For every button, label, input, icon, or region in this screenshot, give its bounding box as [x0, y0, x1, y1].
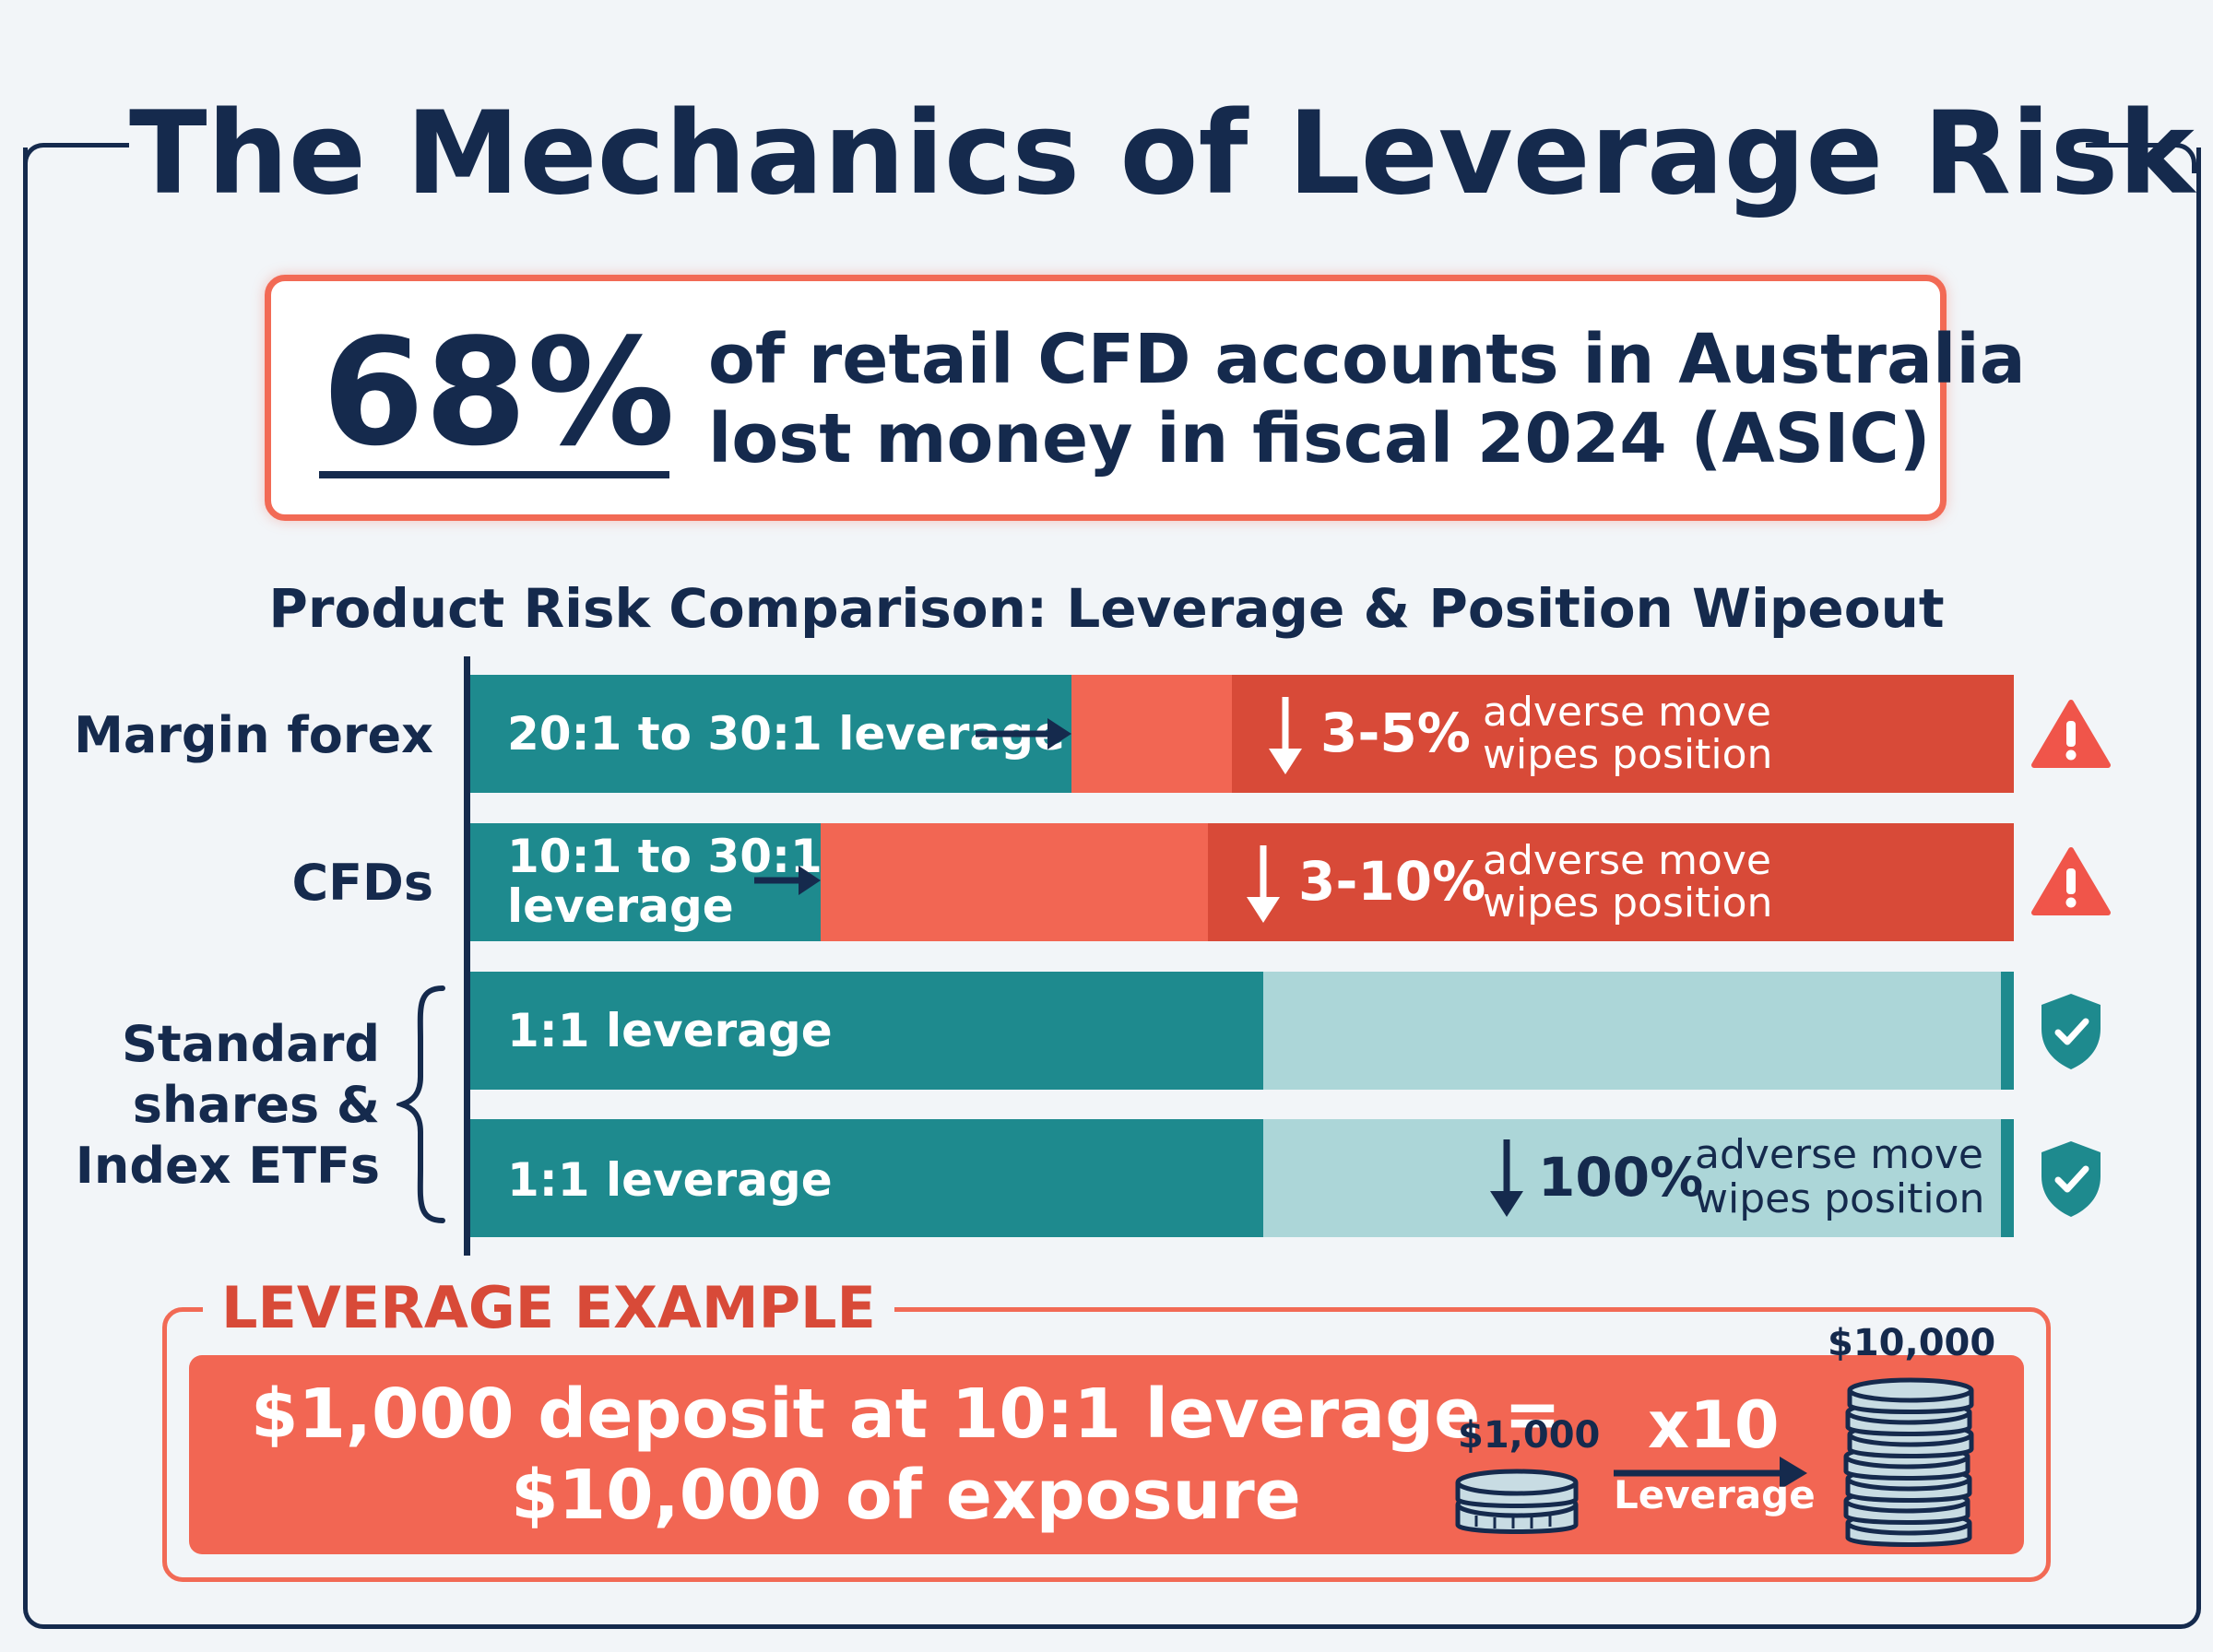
- bar-end-cap: [2001, 1119, 2014, 1237]
- bar-cfds: 10:1 to 30:1 leverage 3-10% adverse move…: [470, 823, 2014, 941]
- bar-shares: 1:1 leverage: [470, 972, 2014, 1090]
- wipe-percentage: 3-10%: [1298, 850, 1486, 913]
- leverage-example-box: $1,000 deposit at 10:1 leverage = $10,00…: [189, 1355, 2024, 1554]
- bar-segment-buffer: [1263, 972, 2001, 1090]
- leverage-example-line-2: $10,000 of exposure: [511, 1456, 1301, 1535]
- wipe-percentage: 100%: [1538, 1146, 1704, 1209]
- deposit-amount-label: $1,000: [1458, 1414, 1601, 1457]
- bar-label: 1:1 leverage: [507, 1153, 833, 1207]
- bar-segment-leverage: [470, 1119, 1263, 1237]
- wipe-description-line-1: adverse move: [1483, 837, 1771, 884]
- chart-axis-line: [464, 656, 470, 1256]
- wipe-description-line-2: wipes position: [1483, 731, 1773, 778]
- bar-segment-wipeout: [1232, 675, 2014, 793]
- row-label-margin-forex: Margin forex: [74, 706, 433, 764]
- group-label-line-3: Index ETFs: [75, 1137, 380, 1195]
- frame-top-left-segment: [44, 143, 129, 148]
- bar-index-etfs: 1:1 leverage 100% adverse move wipes pos…: [470, 1119, 2014, 1237]
- arrow-right-icon: [1614, 1457, 1807, 1490]
- frame-corner-right: [2166, 143, 2196, 173]
- group-label: Standard shares & Index ETFs: [55, 1014, 380, 1197]
- bar-label: 20:1 to 30:1 leverage: [507, 707, 1065, 761]
- warning-triangle-icon: [2031, 847, 2111, 915]
- leverage-multiplier: x10: [1648, 1387, 1780, 1463]
- bar-label: 1:1 leverage: [507, 1004, 833, 1057]
- bar-segment-wipeout: [1208, 823, 2014, 941]
- bar-segment-buffer: [1263, 1119, 2001, 1237]
- shield-check-icon: [2041, 1141, 2101, 1217]
- page-title: The Mechanics of Leverage Risk: [129, 88, 2195, 220]
- shield-check-icon: [2041, 994, 2101, 1069]
- leverage-multiplier-label: Leverage: [1614, 1472, 1816, 1517]
- wipe-description-line-1: adverse move: [1483, 689, 1771, 736]
- wipe-percentage: 3-5%: [1320, 702, 1471, 764]
- bar-segment-leverage: [470, 675, 1071, 793]
- arrow-down-icon: [1269, 697, 1302, 774]
- warning-triangle-icon: [2031, 700, 2111, 768]
- wipe-description-line-2: wipes position: [1695, 1175, 1985, 1222]
- bar-label-line-2: leverage: [507, 879, 734, 933]
- stat-line-2: lost money in fiscal 2024 (ASIC): [708, 399, 1931, 478]
- bar-segment-transition: [1071, 675, 1232, 793]
- bar-end-cap: [2001, 972, 2014, 1090]
- bar-label-line-1: 10:1 to 30:1: [507, 830, 822, 883]
- arrow-down-icon: [1247, 845, 1280, 923]
- outer-frame: [23, 148, 2201, 1629]
- bar-segment-leverage: [470, 972, 1263, 1090]
- group-label-line-1: Standard: [122, 1015, 380, 1073]
- wipe-description-line-1: adverse move: [1695, 1131, 1983, 1178]
- group-brace-icon: [396, 985, 445, 1223]
- stat-line-1: of retail CFD accounts in Australia: [708, 320, 2026, 399]
- stat-underline: [319, 471, 669, 478]
- leverage-example-heading: LEVERAGE EXAMPLE: [203, 1278, 894, 1339]
- exposure-amount-label: $10,000: [1828, 1322, 1996, 1364]
- coin-stack-large-icon: [1843, 1377, 1974, 1547]
- arrow-right-icon: [754, 866, 821, 895]
- coin-stack-small-icon: [1455, 1469, 1579, 1534]
- wipe-description-line-2: wipes position: [1483, 879, 1773, 926]
- stat-number: 68%: [322, 306, 675, 478]
- arrow-right-icon: [976, 718, 1071, 749]
- leverage-example-frame: [162, 1307, 2051, 1582]
- bar-segment-transition: [821, 823, 1208, 941]
- bar-margin-forex: 20:1 to 30:1 leverage 3-5% adverse move …: [470, 675, 2014, 793]
- section-heading: Product Risk Comparison: Leverage & Posi…: [268, 577, 1945, 640]
- leverage-example-text: $1,000 deposit at 10:1 leverage = $10,00…: [207, 1374, 1604, 1536]
- frame-top-right-segment: [2086, 143, 2171, 148]
- leverage-example-line-1: $1,000 deposit at 10:1 leverage =: [250, 1375, 1562, 1454]
- stat-description: of retail CFD accounts in Australia lost…: [708, 320, 2026, 478]
- frame-corner-left: [23, 143, 53, 173]
- arrow-down-icon: [1490, 1139, 1523, 1217]
- stat-callout: 68% of retail CFD accounts in Australia …: [265, 275, 2026, 521]
- row-label-cfds: CFDs: [291, 854, 433, 912]
- group-label-line-2: shares &: [132, 1076, 380, 1134]
